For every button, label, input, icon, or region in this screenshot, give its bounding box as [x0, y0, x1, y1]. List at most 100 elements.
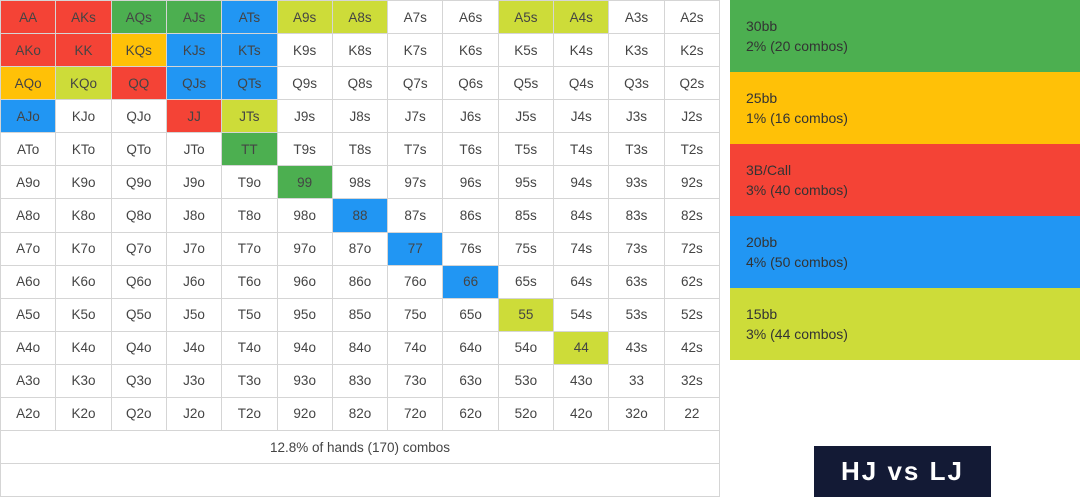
hand-cell[interactable]: Q7s — [388, 67, 444, 101]
hand-cell[interactable]: J8s — [332, 100, 389, 134]
hand-cell[interactable]: 96s — [443, 166, 499, 200]
hand-cell[interactable]: J3o — [166, 364, 223, 398]
hand-cell[interactable]: K4o — [56, 331, 112, 365]
hand-cell[interactable]: T5o — [222, 298, 278, 332]
hand-cell[interactable]: 32o — [609, 397, 665, 431]
hand-cell[interactable]: 44 — [554, 331, 610, 365]
hand-cell[interactable]: JJ — [166, 100, 223, 134]
hand-cell[interactable]: Q8o — [111, 199, 167, 233]
hand-cell[interactable]: K4s — [554, 34, 610, 68]
hand-cell[interactable]: Q5s — [498, 67, 555, 101]
hand-cell[interactable]: 98o — [277, 199, 333, 233]
hand-cell[interactable]: 87s — [388, 199, 444, 233]
hand-cell[interactable]: 93s — [609, 166, 665, 200]
hand-cell[interactable]: T2o — [222, 397, 278, 431]
hand-cell[interactable]: A4o — [1, 331, 57, 365]
hand-cell[interactable]: 98s — [332, 166, 389, 200]
hand-cell[interactable]: 95s — [498, 166, 555, 200]
hand-cell[interactable]: 82s — [664, 199, 720, 233]
hand-cell[interactable]: K8s — [332, 34, 389, 68]
hand-cell[interactable]: 92o — [277, 397, 333, 431]
hand-cell[interactable]: J2o — [166, 397, 223, 431]
hand-cell[interactable]: QTs — [222, 67, 278, 101]
hand-cell[interactable]: 54o — [498, 331, 555, 365]
hand-cell[interactable]: 53o — [498, 364, 555, 398]
hand-cell[interactable]: 74o — [388, 331, 444, 365]
hand-cell[interactable]: K6o — [56, 265, 112, 299]
hand-cell[interactable]: 75s — [498, 232, 555, 266]
hand-cell[interactable]: J9o — [166, 166, 223, 200]
hand-cell[interactable]: K3s — [609, 34, 665, 68]
hand-cell[interactable]: AQs — [111, 1, 167, 35]
hand-cell[interactable]: Q4o — [111, 331, 167, 365]
hand-cell[interactable]: 94s — [554, 166, 610, 200]
hand-cell[interactable]: 64o — [443, 331, 499, 365]
hand-cell[interactable]: Q6o — [111, 265, 167, 299]
hand-cell[interactable]: 85s — [498, 199, 555, 233]
hand-cell[interactable]: T8o — [222, 199, 278, 233]
hand-cell[interactable]: 73o — [388, 364, 444, 398]
hand-cell[interactable]: 82o — [332, 397, 389, 431]
hand-cell[interactable]: KTs — [222, 34, 278, 68]
hand-cell[interactable]: Q5o — [111, 298, 167, 332]
hand-cell[interactable]: QJo — [111, 100, 167, 134]
hand-cell[interactable]: 52s — [664, 298, 720, 332]
hand-cell[interactable]: 43o — [554, 364, 610, 398]
hand-cell[interactable]: K7o — [56, 232, 112, 266]
hand-cell[interactable]: 93o — [277, 364, 333, 398]
hand-cell[interactable]: 63s — [609, 265, 665, 299]
hand-cell[interactable]: T7o — [222, 232, 278, 266]
hand-cell[interactable]: A2s — [664, 1, 720, 35]
hand-cell[interactable]: TT — [222, 133, 278, 167]
hand-cell[interactable]: Q6s — [443, 67, 499, 101]
hand-cell[interactable]: A9s — [277, 1, 333, 35]
hand-cell[interactable]: Q9s — [277, 67, 333, 101]
hand-cell[interactable]: AKs — [56, 1, 112, 35]
hand-cell[interactable]: Q2s — [664, 67, 720, 101]
hand-cell[interactable]: T6o — [222, 265, 278, 299]
hand-cell[interactable]: Q9o — [111, 166, 167, 200]
hand-cell[interactable]: A3s — [609, 1, 665, 35]
hand-cell[interactable]: K9s — [277, 34, 333, 68]
hand-cell[interactable]: 62o — [443, 397, 499, 431]
hand-cell[interactable]: 95o — [277, 298, 333, 332]
hand-cell[interactable]: K5o — [56, 298, 112, 332]
hand-cell[interactable]: K8o — [56, 199, 112, 233]
hand-cell[interactable]: T4s — [554, 133, 610, 167]
hand-cell[interactable]: 94o — [277, 331, 333, 365]
hand-cell[interactable]: AA — [1, 1, 57, 35]
hand-cell[interactable]: KTo — [56, 133, 112, 167]
hand-cell[interactable]: A7o — [1, 232, 57, 266]
hand-cell[interactable]: AQo — [1, 67, 57, 101]
hand-cell[interactable]: A5s — [498, 1, 555, 35]
hand-cell[interactable]: Q4s — [554, 67, 610, 101]
hand-cell[interactable]: T9o — [222, 166, 278, 200]
hand-cell[interactable]: JTo — [166, 133, 223, 167]
hand-cell[interactable]: T6s — [443, 133, 499, 167]
hand-cell[interactable]: 32s — [664, 364, 720, 398]
hand-cell[interactable]: KQs — [111, 34, 167, 68]
hand-cell[interactable]: 85o — [332, 298, 389, 332]
hand-cell[interactable]: 52o — [498, 397, 555, 431]
hand-cell[interactable]: 76s — [443, 232, 499, 266]
hand-cell[interactable]: A2o — [1, 397, 57, 431]
hand-cell[interactable]: 87o — [332, 232, 389, 266]
hand-cell[interactable]: Q3s — [609, 67, 665, 101]
hand-cell[interactable]: 76o — [388, 265, 444, 299]
hand-cell[interactable]: Q7o — [111, 232, 167, 266]
hand-cell[interactable]: J4s — [554, 100, 610, 134]
hand-cell[interactable]: 72s — [664, 232, 720, 266]
hand-cell[interactable]: ATs — [222, 1, 278, 35]
hand-cell[interactable]: J5s — [498, 100, 555, 134]
hand-cell[interactable]: J7o — [166, 232, 223, 266]
hand-cell[interactable]: 22 — [664, 397, 720, 431]
hand-cell[interactable]: J9s — [277, 100, 333, 134]
hand-cell[interactable]: J5o — [166, 298, 223, 332]
hand-cell[interactable]: A5o — [1, 298, 57, 332]
hand-cell[interactable]: A6o — [1, 265, 57, 299]
hand-cell[interactable]: 66 — [443, 265, 499, 299]
hand-cell[interactable]: AJs — [166, 1, 223, 35]
hand-cell[interactable]: A3o — [1, 364, 57, 398]
hand-cell[interactable]: 55 — [498, 298, 555, 332]
hand-cell[interactable]: 97o — [277, 232, 333, 266]
